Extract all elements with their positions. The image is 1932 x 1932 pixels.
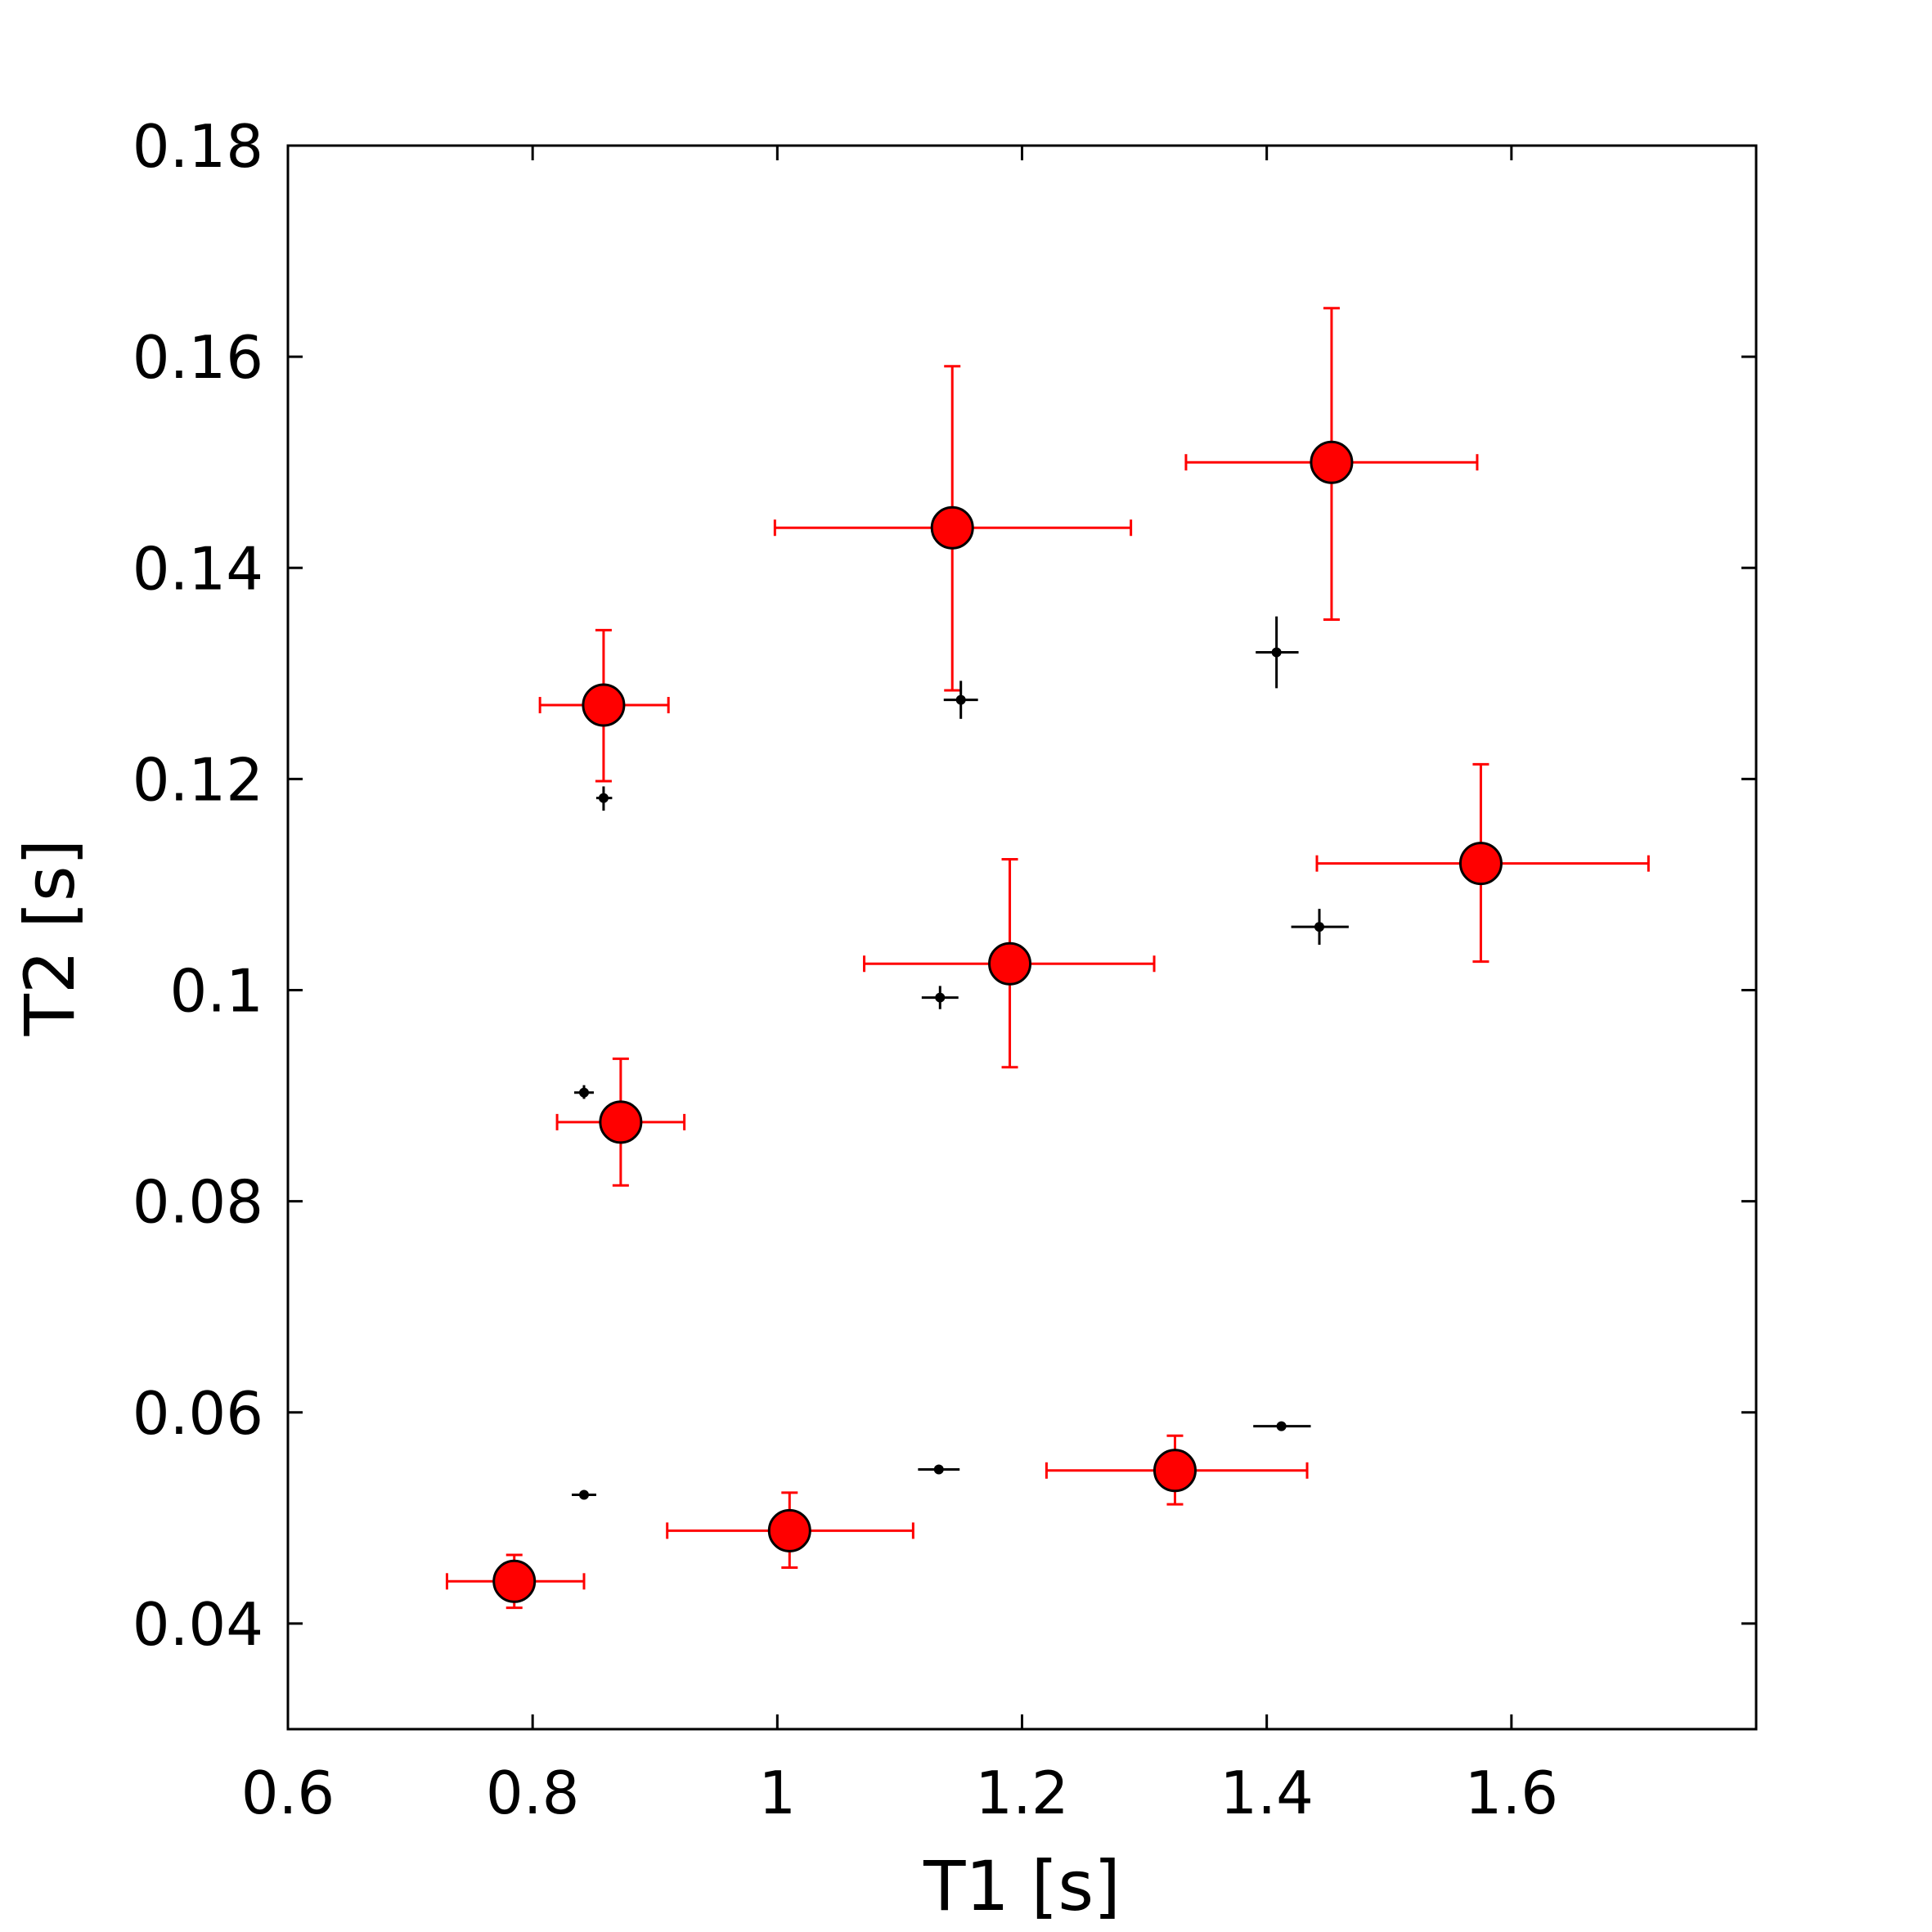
marker-dot	[955, 694, 966, 705]
marker-circle	[1310, 440, 1354, 484]
x-tick-label: 1.4	[1220, 1759, 1314, 1827]
data-point-red	[445, 1553, 586, 1610]
axis-ticks: 0.6 0.8 1 1.2 1.4 1.6 0.04 0.06 0.08 0.1 0.12 0.14 0…	[133, 112, 1756, 1827]
y-axis-title: T2 [s]	[10, 839, 90, 1037]
data-point-black	[1291, 909, 1349, 946]
marker-dot	[1276, 1421, 1287, 1431]
marker-circle	[767, 1508, 811, 1552]
y-tick-label: 0.08	[133, 1168, 263, 1237]
marker-circle	[492, 1559, 537, 1603]
data-point-black	[918, 1464, 960, 1475]
data-point-black	[921, 986, 959, 1009]
x-tick-label: 1.2	[975, 1759, 1069, 1827]
plot-layer	[445, 307, 1650, 1610]
marker-dot	[578, 1489, 589, 1500]
y-tick-label: 0.1	[169, 957, 263, 1026]
marker-dot	[598, 793, 609, 803]
data-point-black	[595, 786, 613, 811]
data-point-red	[773, 365, 1133, 692]
plot-frame	[286, 144, 1758, 1731]
y-tick-label: 0.14	[133, 534, 263, 603]
marker-dot	[1271, 647, 1282, 658]
marker-circle	[1152, 1449, 1197, 1493]
y-tick-label: 0.12	[133, 745, 263, 814]
x-axis-title: T1 [s]	[923, 1846, 1121, 1926]
data-point-black	[574, 1085, 594, 1099]
data-point-red	[666, 1491, 914, 1570]
x-tick-label: 1	[758, 1759, 796, 1827]
data-point-black	[572, 1489, 596, 1500]
x-tick-label: 0.6	[241, 1759, 335, 1827]
data-point-black	[1256, 616, 1299, 689]
data-point-red	[1045, 1434, 1309, 1506]
marker-dot	[933, 1464, 944, 1475]
data-point-red	[1184, 307, 1479, 622]
marker-circle	[582, 683, 626, 727]
data-point-red	[863, 857, 1156, 1069]
series-black	[572, 616, 1349, 1500]
x-tick-label: 0.8	[486, 1759, 580, 1827]
marker-dot	[935, 992, 946, 1003]
data-point-red	[555, 1057, 686, 1187]
series-red	[445, 307, 1650, 1610]
data-point-red	[538, 628, 670, 783]
data-point-red	[1315, 762, 1650, 964]
y-tick-label: 0.04	[133, 1590, 263, 1659]
data-point-black	[943, 681, 978, 719]
y-tick-label: 0.16	[133, 323, 263, 392]
marker-dot	[1314, 922, 1324, 932]
marker-dot	[578, 1087, 589, 1098]
marker-circle	[599, 1100, 643, 1144]
marker-circle	[1458, 842, 1503, 886]
data-point-black	[1253, 1421, 1311, 1431]
y-tick-label: 0.18	[133, 112, 263, 181]
marker-circle	[988, 941, 1032, 986]
x-tick-label: 1.6	[1465, 1759, 1559, 1827]
marker-circle	[930, 505, 974, 550]
y-tick-label: 0.06	[133, 1379, 263, 1448]
